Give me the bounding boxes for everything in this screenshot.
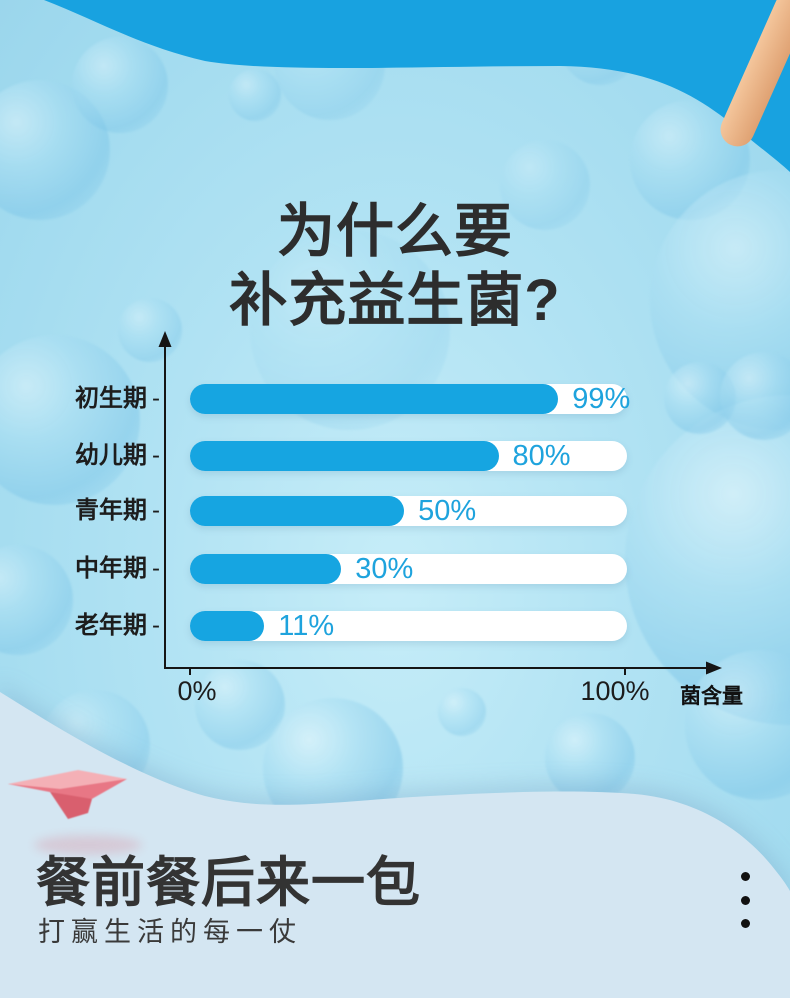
bacteria-sphere xyxy=(118,298,182,362)
bar-value: 80% xyxy=(512,439,571,472)
bacteria-sphere xyxy=(664,362,736,434)
label-tick: - xyxy=(152,442,160,469)
bar-row-youth: 青年期 - 50% xyxy=(0,496,790,526)
bar-value: 30% xyxy=(355,552,414,585)
bar-track: 30% xyxy=(190,554,627,584)
bar-track: 50% xyxy=(190,496,627,526)
bar-fill xyxy=(190,496,405,526)
footer-subheading: 打赢生活的每一仗 xyxy=(38,917,302,947)
label-tick: - xyxy=(152,385,160,412)
bar-row-toddler: 幼儿期 - 80% xyxy=(0,441,790,471)
bar-fill xyxy=(190,611,265,641)
footer-heading: 餐前餐后来一包 xyxy=(36,853,421,913)
bar-fill xyxy=(190,554,342,584)
bar-value: 11% xyxy=(278,609,335,642)
bar-fill xyxy=(190,441,499,471)
bar-label: 初生期 - xyxy=(75,385,160,412)
bar-value: 50% xyxy=(418,494,477,527)
label-tick: - xyxy=(152,612,160,639)
label-tick: - xyxy=(152,555,160,582)
bar-track: 11% xyxy=(190,611,627,641)
bar-track: 99% xyxy=(190,382,631,415)
title-line-2: 补充益生菌? xyxy=(229,267,561,333)
bar-track: 80% xyxy=(190,441,627,471)
bar-fill xyxy=(190,384,559,414)
x-tick-label-100: 100% xyxy=(580,676,650,706)
kebab-menu-icon[interactable] xyxy=(736,872,754,928)
bar-label: 青年期 - xyxy=(75,497,160,524)
bar-value: 99% xyxy=(572,382,631,415)
y-axis-arrow-icon xyxy=(158,331,172,347)
bar-row-newborn: 初生期 - 99% xyxy=(0,384,790,414)
bar-row-elderly: 老年期 - 11% xyxy=(0,611,790,641)
bar-label: 幼儿期 - xyxy=(75,442,160,469)
title-line-1: 为什么要 xyxy=(276,198,513,264)
label-tick: - xyxy=(152,497,160,524)
bar-label: 中年期 - xyxy=(75,555,160,582)
bacteria-sphere xyxy=(0,335,140,505)
bacteria-sphere xyxy=(720,352,790,440)
bar-row-middle-age: 中年期 - 30% xyxy=(0,554,790,584)
x-tick-label-0: 0% xyxy=(177,676,217,706)
x-axis-title: 菌含量 xyxy=(680,685,743,708)
page-title: 为什么要 补充益生菌? xyxy=(0,197,790,335)
bar-label: 老年期 - xyxy=(75,612,160,639)
x-axis-arrow-icon xyxy=(706,661,722,675)
